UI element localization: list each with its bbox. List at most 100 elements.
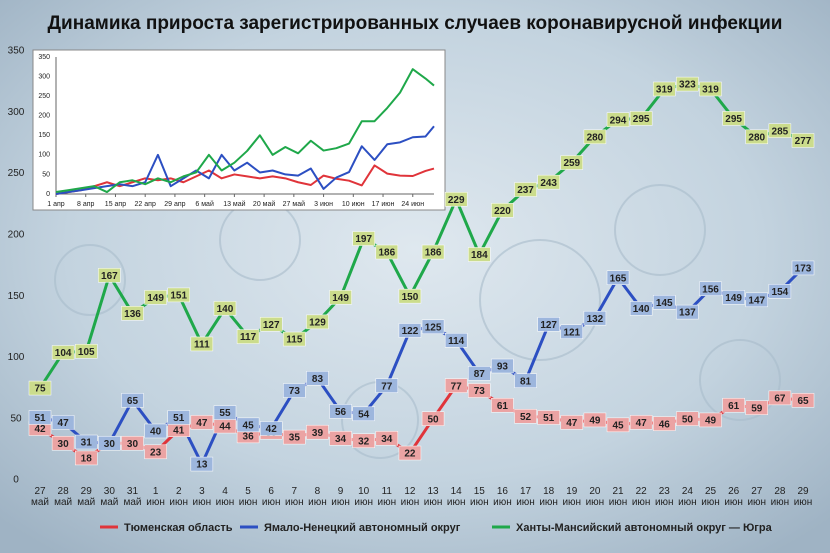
data-label-box xyxy=(98,435,121,451)
data-label-box xyxy=(606,270,630,286)
data-label: 285 xyxy=(772,126,789,137)
data-label-box xyxy=(444,333,468,348)
data-label-box xyxy=(791,260,815,276)
data-label: 136 xyxy=(124,309,141,320)
data-label: 41 xyxy=(173,425,185,436)
data-label: 56 xyxy=(335,407,347,418)
data-label-box xyxy=(283,383,306,398)
legend-label: Ханты-Мансийский автономный округ — Югра xyxy=(516,522,773,534)
data-label: 121 xyxy=(563,327,580,338)
data-label-box xyxy=(306,424,329,440)
data-label-box xyxy=(213,405,237,420)
data-label-box xyxy=(213,301,237,316)
data-label-box xyxy=(537,317,560,332)
data-label-box xyxy=(745,129,769,145)
data-label-box xyxy=(51,435,75,451)
data-label-box xyxy=(190,456,214,472)
data-label-box xyxy=(375,378,399,393)
data-label: 114 xyxy=(448,336,465,347)
data-label-box xyxy=(653,416,676,431)
data-label-box xyxy=(190,415,214,430)
data-label: 49 xyxy=(589,416,601,427)
data-label-box xyxy=(768,390,792,406)
y-tick-label: 350 xyxy=(8,46,25,57)
chart-title: Динамика прироста зарегистрированных слу… xyxy=(48,13,783,34)
data-label: 36 xyxy=(243,432,255,443)
data-label-box xyxy=(745,292,769,308)
data-label-box xyxy=(144,290,167,305)
data-label-box xyxy=(421,244,445,260)
x-tick-label: 17 июн xyxy=(372,201,395,208)
data-label: 51 xyxy=(173,413,185,424)
x-tick-label: 30 май xyxy=(100,486,119,508)
data-label: 151 xyxy=(170,291,187,302)
data-label: 129 xyxy=(309,318,326,329)
data-label: 127 xyxy=(263,320,280,331)
data-label: 52 xyxy=(520,412,532,423)
series-line xyxy=(38,82,804,389)
data-label-box xyxy=(491,358,514,374)
data-label: 154 xyxy=(772,287,789,298)
data-label: 47 xyxy=(566,418,578,429)
data-label: 220 xyxy=(494,206,511,217)
x-tick-label: 22 июн xyxy=(631,486,651,508)
data-label-box xyxy=(699,281,722,297)
y-tick-label: 150 xyxy=(38,132,50,139)
data-label-box xyxy=(722,397,745,413)
data-label: 117 xyxy=(240,332,257,343)
data-label-box xyxy=(629,301,653,316)
data-label-box xyxy=(329,290,352,305)
data-label: 50 xyxy=(682,414,694,425)
data-label-box xyxy=(352,406,375,422)
data-label-box xyxy=(236,417,260,433)
series-line xyxy=(55,68,435,194)
x-tick-label: 16 июн xyxy=(493,486,512,508)
x-tick-label: 3 июн xyxy=(192,486,212,508)
y-tick-label: 50 xyxy=(10,413,22,424)
data-label: 125 xyxy=(425,322,442,333)
x-tick-label: 2 июн xyxy=(169,486,189,508)
data-label: 137 xyxy=(679,308,696,319)
data-label: 55 xyxy=(219,408,231,419)
data-label: 150 xyxy=(402,292,419,303)
y-tick-label: 0 xyxy=(13,475,19,486)
data-label: 149 xyxy=(725,293,742,304)
data-label-box xyxy=(629,415,653,430)
data-label-box xyxy=(468,247,491,262)
data-label: 54 xyxy=(358,409,370,420)
x-tick-label: 29 апр xyxy=(164,201,185,208)
data-label-box xyxy=(491,397,514,413)
data-label: 23 xyxy=(150,447,162,458)
data-label-box xyxy=(768,283,792,299)
data-label-box xyxy=(51,345,75,360)
data-label: 104 xyxy=(55,348,72,359)
data-label-box xyxy=(283,429,306,445)
data-label: 67 xyxy=(774,394,786,405)
data-label-box xyxy=(468,366,491,381)
x-tick-label: 27 июн xyxy=(747,486,767,508)
x-tick-label: 1 июн xyxy=(146,486,165,508)
x-tick-label: 20 июн xyxy=(585,486,605,508)
x-tick-label: 6 июн xyxy=(261,486,281,508)
data-label-box xyxy=(676,411,699,426)
data-label-box xyxy=(144,444,167,460)
series-line xyxy=(55,164,435,195)
data-label: 145 xyxy=(656,298,673,309)
data-label: 34 xyxy=(335,434,347,445)
data-label-box xyxy=(306,314,329,330)
data-label: 30 xyxy=(58,439,70,450)
x-tick-label: 1 апр xyxy=(47,201,65,208)
y-tick-label: 100 xyxy=(38,152,50,159)
data-label-box xyxy=(791,393,815,408)
data-label-box xyxy=(606,112,630,127)
data-label-box xyxy=(606,417,630,433)
data-label-box xyxy=(236,329,260,344)
x-tick-label: 15 июн xyxy=(469,486,489,508)
x-tick-label: 9 июн xyxy=(331,486,350,508)
x-tick-label: 31 май xyxy=(123,486,142,508)
x-tick-label: 20 май xyxy=(253,200,275,208)
data-label: 47 xyxy=(636,418,648,429)
data-label: 165 xyxy=(610,273,627,284)
data-label-box xyxy=(676,76,699,92)
